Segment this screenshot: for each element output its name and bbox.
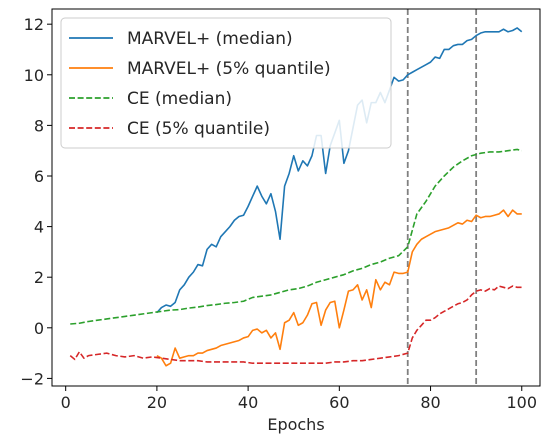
- series-line-3: [70, 148, 522, 325]
- y-axis: −2 0 2 4 6 8 10 12: [20, 15, 52, 388]
- x-axis: 0 20 40 60 80 100: [61, 386, 537, 412]
- x-tick-label: 0: [61, 393, 71, 412]
- y-tick-label: −2: [20, 369, 44, 388]
- legend-box: [60, 17, 392, 149]
- series-line-4: [69, 285, 522, 365]
- y-tick-label: 0: [34, 319, 44, 338]
- x-tick-label: 20: [147, 393, 167, 412]
- y-tick-label: 4: [34, 218, 44, 237]
- x-tick-label: 60: [329, 393, 349, 412]
- legend-label-1: MARVEL+ (median): [127, 29, 293, 49]
- legend-label-4: CE (5% quantile): [127, 119, 270, 139]
- x-tick-label: 40: [238, 393, 258, 412]
- y-tick-label: 2: [34, 268, 44, 287]
- y-tick-label: 10: [24, 66, 44, 85]
- y-tick-label: 6: [34, 167, 44, 186]
- legend-label-2: MARVEL+ (5% quantile): [127, 59, 331, 79]
- y-tick-label: 8: [34, 116, 44, 135]
- x-tick-label: 80: [420, 393, 440, 412]
- legend-label-3: CE (median): [127, 89, 232, 109]
- y-tick-label: 12: [24, 15, 44, 34]
- x-tick-label: 100: [506, 393, 537, 412]
- plot-frame: [51, 8, 541, 387]
- legend: MARVEL+ (median) MARVEL+ (5% quantile) CE …: [60, 17, 392, 149]
- x-axis-title: Epochs: [267, 415, 324, 434]
- series-line-2: [156, 209, 522, 367]
